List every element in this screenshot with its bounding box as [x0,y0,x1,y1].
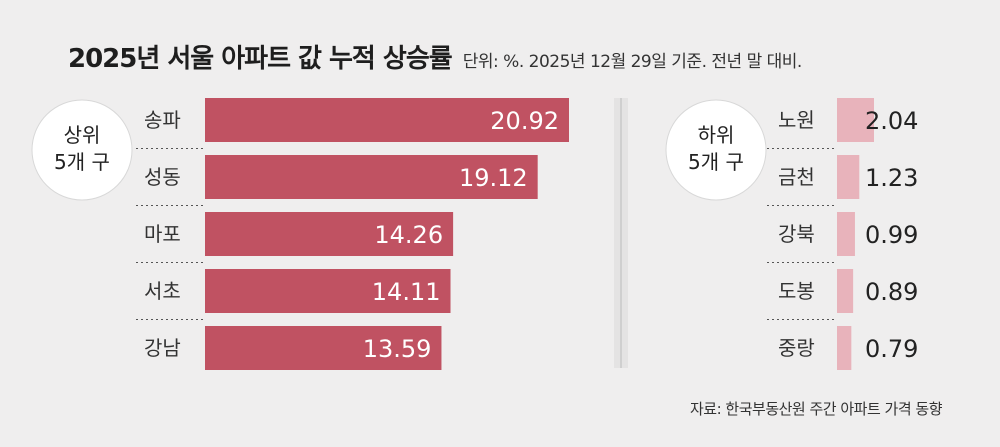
category-label: 마포 [144,222,181,246]
bar [837,155,860,199]
data-label: 14.26 [374,221,443,249]
category-label: 서초 [144,279,181,303]
bar [205,98,569,142]
category-label: 중랑 [778,336,815,360]
data-label: 0.89 [865,278,918,306]
chart-subtitle: 단위: %. 2025년 12월 29일 기준. 전년 말 대비. [462,52,803,72]
chart-title: 2025년 서울 아파트 값 누적 상승률 [68,44,453,74]
bar [205,155,538,199]
source-note: 자료: 한국부동산원 주간 아파트 가격 동향 [690,400,943,418]
group-label: 상위 [64,123,101,147]
group-label: 5개 구 [688,150,744,174]
category-label: 도봉 [778,279,815,303]
category-label: 강남 [144,336,181,360]
data-label: 13.59 [363,335,432,363]
bar [837,326,852,370]
data-label: 14.11 [372,278,441,306]
data-label: 2.04 [865,107,918,135]
title-row: 2025년 서울 아파트 값 누적 상승률 단위: %. 2025년 12월 2… [68,38,802,75]
data-label: 20.92 [490,107,559,135]
category-label: 노원 [778,108,815,132]
bar [205,269,451,313]
category-label: 송파 [144,108,181,132]
group-badge [665,99,767,201]
bar [837,212,855,256]
bar [205,212,454,256]
data-label: 19.12 [459,164,528,192]
bar [837,269,854,313]
category-label: 강북 [778,222,815,246]
data-label: 1.23 [865,164,918,192]
bar [837,98,874,142]
data-label: 0.99 [865,221,918,249]
category-label: 성동 [144,165,181,189]
category-label: 금천 [778,165,815,189]
bar [205,326,442,370]
data-label: 0.79 [865,335,918,363]
group-label: 하위 [698,123,735,147]
group-badge [31,99,133,201]
group-label: 5개 구 [54,150,110,174]
